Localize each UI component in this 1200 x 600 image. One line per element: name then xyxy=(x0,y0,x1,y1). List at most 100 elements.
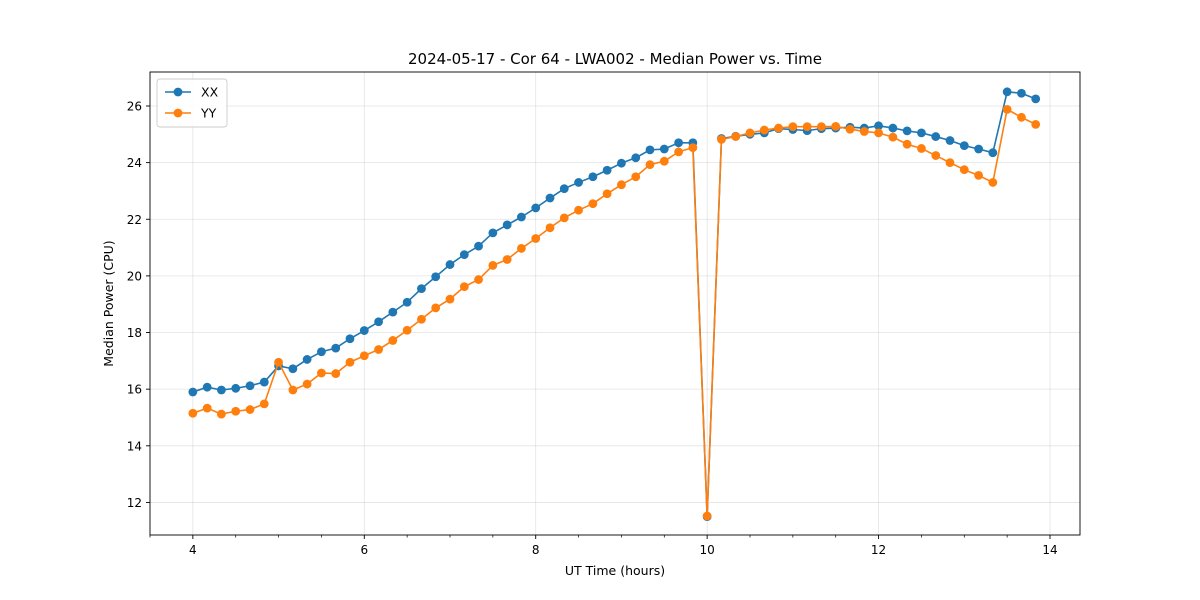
data-point-yy xyxy=(217,409,226,419)
y-tick-label: 14 xyxy=(127,439,142,453)
legend-marker-xx xyxy=(173,87,183,97)
y-tick-label: 12 xyxy=(127,496,142,510)
y-tick-label: 26 xyxy=(127,99,142,113)
data-point-xx xyxy=(917,128,926,138)
data-point-xx xyxy=(245,381,255,391)
data-point-yy xyxy=(659,156,669,166)
data-point-xx xyxy=(602,165,612,175)
data-point-xx xyxy=(488,228,498,238)
data-point-yy xyxy=(288,385,298,395)
data-point-yy xyxy=(331,369,341,378)
data-point-yy xyxy=(731,132,741,141)
data-point-xx xyxy=(559,184,569,194)
data-point-yy xyxy=(474,275,483,284)
data-point-xx xyxy=(545,193,555,203)
data-point-xx xyxy=(317,347,326,357)
data-point-xx xyxy=(517,212,526,222)
data-point-xx xyxy=(1017,88,1026,98)
axes: 4 6 8 10 12 14 12 14 16 18 20 22 24 26 xyxy=(127,71,1081,557)
y-tick-label: 20 xyxy=(127,269,142,283)
series-yy xyxy=(188,104,1041,521)
plot-frame xyxy=(149,71,1081,536)
data-point-xx xyxy=(1031,94,1041,104)
data-point-xx xyxy=(888,123,898,133)
data-point-yy xyxy=(845,124,855,134)
data-point-yy xyxy=(874,128,883,138)
data-point-xx xyxy=(431,272,441,282)
data-point-xx xyxy=(359,326,369,335)
data-point-yy xyxy=(1017,112,1026,122)
data-point-yy xyxy=(917,144,926,153)
data-point-xx xyxy=(659,144,669,154)
data-point-xx xyxy=(931,132,941,141)
data-point-yy xyxy=(859,127,869,136)
data-point-xx xyxy=(374,317,383,327)
data-point-xx xyxy=(974,144,983,154)
x-tick-label: 8 xyxy=(532,543,540,557)
data-point-xx xyxy=(902,126,912,136)
data-point-yy xyxy=(759,125,769,135)
data-point-yy xyxy=(574,205,583,215)
data-point-yy xyxy=(674,147,683,157)
data-point-xx xyxy=(345,334,355,344)
data-point-yy xyxy=(1031,119,1041,129)
legend-item-xx: XX xyxy=(165,85,219,100)
data-point-yy xyxy=(231,406,241,416)
data-point-xx xyxy=(259,377,269,387)
data-point-xx xyxy=(617,158,626,168)
data-point-xx xyxy=(217,385,226,395)
data-point-yy xyxy=(1002,104,1012,114)
y-tick-label: 16 xyxy=(127,383,142,397)
legend: XX YY xyxy=(156,78,228,128)
data-point-yy xyxy=(988,178,998,187)
x-axis-label: UT Time (hours) xyxy=(565,563,665,578)
data-point-yy xyxy=(245,405,255,414)
data-point-yy xyxy=(388,336,398,345)
y-axis-label: Median Power (CPU) xyxy=(101,240,116,366)
data-point-xx xyxy=(631,153,641,163)
data-point-yy xyxy=(817,122,826,132)
data-point-xx xyxy=(445,260,455,269)
x-tick-label: 4 xyxy=(189,543,197,557)
data-point-yy xyxy=(688,143,698,153)
data-point-xx xyxy=(959,141,969,151)
data-point-yy xyxy=(359,351,369,361)
data-point-xx xyxy=(645,145,655,155)
data-point-yy xyxy=(588,199,598,209)
legend-label-xx: XX xyxy=(201,85,219,100)
data-point-xx xyxy=(388,307,398,317)
data-point-yy xyxy=(517,244,526,253)
data-point-yy xyxy=(302,379,312,389)
x-tick-label: 10 xyxy=(700,543,715,557)
data-point-yy xyxy=(459,282,469,292)
data-point-xx xyxy=(188,387,198,397)
data-point-yy xyxy=(259,399,269,409)
y-tick-label: 18 xyxy=(127,326,142,340)
data-point-yy xyxy=(559,213,569,223)
data-point-yy xyxy=(774,123,783,133)
data-point-yy xyxy=(645,160,655,170)
data-point-yy xyxy=(902,139,912,149)
data-point-xx xyxy=(674,138,683,148)
data-point-yy xyxy=(317,368,326,378)
data-point-yy xyxy=(631,172,641,182)
grid xyxy=(150,72,1080,535)
data-point-yy xyxy=(717,134,726,144)
data-point-xx xyxy=(474,241,483,251)
data-point-xx xyxy=(874,121,883,131)
data-point-yy xyxy=(888,132,898,142)
data-point-xx xyxy=(531,203,541,213)
data-point-yy xyxy=(545,223,555,233)
x-tick-label: 12 xyxy=(871,543,886,557)
data-point-yy xyxy=(931,151,941,160)
data-point-yy xyxy=(488,261,498,270)
legend-marker-yy xyxy=(173,108,183,118)
data-point-xx xyxy=(588,172,598,182)
data-point-yy xyxy=(617,180,626,190)
data-point-xx xyxy=(231,383,241,393)
y-tick-label: 22 xyxy=(127,213,142,227)
chart-title: 2024-05-17 - Cor 64 - LWA002 - Median Po… xyxy=(408,50,822,68)
series-layer xyxy=(188,87,1041,521)
data-point-yy xyxy=(202,403,212,413)
